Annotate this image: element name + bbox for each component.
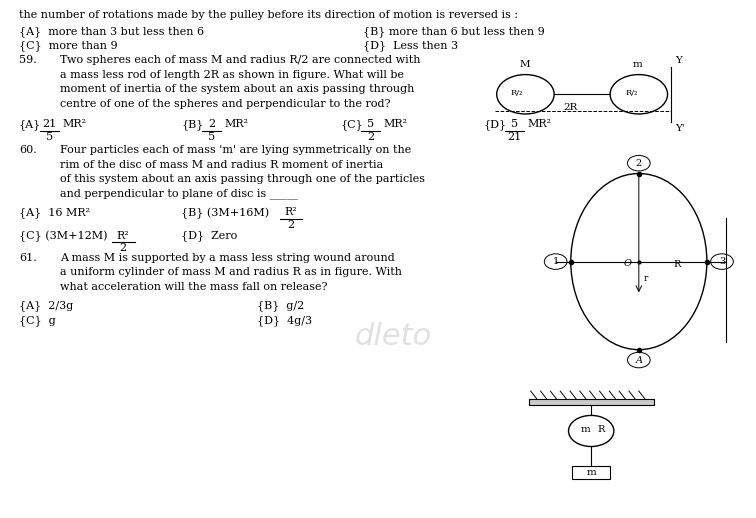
Text: rim of the disc of mass M and radius R moment of inertia: rim of the disc of mass M and radius R m… [60,160,384,169]
Text: and perpendicular to plane of disc is _____: and perpendicular to plane of disc is __… [60,189,299,199]
Text: m: m [581,425,590,435]
Text: MR²: MR² [225,119,249,129]
Text: centre of one of the spheres and perpendicular to the rod?: centre of one of the spheres and perpend… [60,99,391,109]
Text: 5: 5 [510,119,518,129]
Text: moment of inertia of the system about an axis passing through: moment of inertia of the system about an… [60,84,415,94]
Text: R: R [673,260,680,269]
Text: a uniform cylinder of mass M and radius R as in figure. With: a uniform cylinder of mass M and radius … [60,267,402,277]
Text: 5: 5 [45,132,53,141]
Text: R²: R² [117,231,129,240]
Text: Y': Y' [675,124,685,133]
Text: Y: Y [675,56,682,65]
Text: m: m [633,61,642,69]
Text: R²: R² [285,207,297,217]
Text: 60.: 60. [19,145,36,155]
Text: {B} (3M+16M): {B} (3M+16M) [181,207,270,219]
Text: Two spheres each of mass M and radius R/2 are connected with: Two spheres each of mass M and radius R/… [60,55,421,65]
Text: O: O [624,258,631,268]
Text: {C}  more than 9: {C} more than 9 [19,40,117,51]
Text: 5: 5 [208,132,215,141]
Text: R: R [597,425,605,435]
Text: 2: 2 [208,119,215,129]
Text: R/₂: R/₂ [626,89,638,97]
FancyBboxPatch shape [529,399,654,405]
Text: {B}: {B} [181,119,204,130]
Text: {B}  g/2: {B} g/2 [257,300,304,311]
Text: 2R: 2R [563,103,578,112]
Text: what acceleration will the mass fall on release?: what acceleration will the mass fall on … [60,282,328,292]
Text: dleto: dleto [355,322,432,351]
Text: {D}  4g/3: {D} 4g/3 [257,315,312,326]
Text: the number of rotations made by the pulley before its direction of motion is rev: the number of rotations made by the pull… [19,10,518,20]
Text: MR²: MR² [62,119,86,129]
FancyBboxPatch shape [572,466,610,479]
Text: {C}  g: {C} g [19,315,56,326]
Text: 3: 3 [719,257,725,266]
Text: {A}  16 MR²: {A} 16 MR² [19,207,90,218]
Text: {D}: {D} [484,119,507,130]
Text: {A}  more than 3 but less then 6: {A} more than 3 but less then 6 [19,26,204,37]
Text: 2: 2 [119,243,127,253]
Text: {D}  Zero: {D} Zero [181,231,237,241]
Text: m: m [587,468,596,478]
Text: 59.: 59. [19,55,36,65]
Text: 2: 2 [367,132,374,141]
Text: A mass M is supported by a mass less string wound around: A mass M is supported by a mass less str… [60,253,395,263]
Text: {A}: {A} [19,119,41,130]
Text: A: A [635,355,643,365]
Text: M: M [519,61,530,69]
Text: {C}: {C} [340,119,363,130]
Text: MR²: MR² [528,119,551,129]
Text: 61.: 61. [19,253,36,263]
Text: 1: 1 [553,257,559,266]
Text: a mass less rod of length 2R as shown in figure. What will be: a mass less rod of length 2R as shown in… [60,70,404,80]
Text: MR²: MR² [383,119,407,129]
Text: R/₂: R/₂ [510,89,522,97]
Text: 21: 21 [42,119,56,129]
Text: 5: 5 [367,119,374,129]
Text: r: r [644,274,649,283]
Text: Four particles each of mass 'm' are lying symmetrically on the: Four particles each of mass 'm' are lyin… [60,145,412,155]
Text: 2: 2 [287,220,295,229]
Text: {D}  Less then 3: {D} Less then 3 [363,40,458,51]
Text: {C} (3M+12M): {C} (3M+12M) [19,231,107,242]
Text: {A}  2/3g: {A} 2/3g [19,300,73,311]
Text: {B} more than 6 but less then 9: {B} more than 6 but less then 9 [363,26,544,37]
Text: 2: 2 [636,159,642,168]
Text: 21: 21 [507,132,521,141]
Text: of this system about an axis passing through one of the particles: of this system about an axis passing thr… [60,174,426,184]
